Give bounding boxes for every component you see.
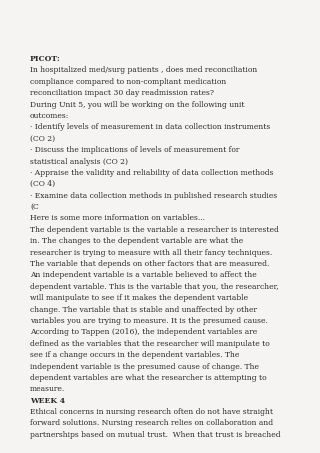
Text: variables you are trying to measure. It is the presumed cause.: variables you are trying to measure. It …	[30, 317, 268, 325]
Text: independent variable is the presumed cause of change. The: independent variable is the presumed cau…	[30, 362, 259, 371]
Text: WEEK 4: WEEK 4	[30, 397, 65, 405]
Text: During Unit 5, you will be working on the following unit: During Unit 5, you will be working on th…	[30, 101, 244, 109]
Text: Ethical concerns in nursing research often do not have straight: Ethical concerns in nursing research oft…	[30, 408, 273, 416]
Text: in. The changes to the dependent variable are what the: in. The changes to the dependent variabl…	[30, 237, 243, 245]
Text: (CO 4): (CO 4)	[30, 180, 55, 188]
Text: compliance compared to non-compliant medication: compliance compared to non-compliant med…	[30, 78, 226, 86]
Text: forward solutions. Nursing research relies on collaboration and: forward solutions. Nursing research reli…	[30, 419, 273, 428]
Text: reconciliation impact 30 day readmission rates?: reconciliation impact 30 day readmission…	[30, 89, 214, 97]
Text: (CO 2): (CO 2)	[30, 135, 55, 143]
Text: see if a change occurs in the dependent variables. The: see if a change occurs in the dependent …	[30, 351, 239, 359]
Text: PICOT:: PICOT:	[30, 55, 61, 63]
Text: statistical analysis (CO 2): statistical analysis (CO 2)	[30, 158, 128, 165]
Text: outcomes:: outcomes:	[30, 112, 69, 120]
Text: · Discuss the implications of levels of measurement for: · Discuss the implications of levels of …	[30, 146, 239, 154]
Text: Here is some more information on variables...: Here is some more information on variabl…	[30, 214, 205, 222]
Text: partnerships based on mutual trust.  When that trust is breached: partnerships based on mutual trust. When…	[30, 431, 281, 439]
Text: The dependent variable is the variable a researcher is interested: The dependent variable is the variable a…	[30, 226, 279, 234]
Text: dependent variable. This is the variable that you, the researcher,: dependent variable. This is the variable…	[30, 283, 279, 291]
Text: measure.: measure.	[30, 386, 65, 393]
Text: (C: (C	[30, 203, 39, 211]
Text: defined as the variables that the researcher will manipulate to: defined as the variables that the resear…	[30, 340, 270, 348]
Text: change. The variable that is stable and unaffected by other: change. The variable that is stable and …	[30, 306, 257, 313]
Text: will manipulate to see if it makes the dependent variable: will manipulate to see if it makes the d…	[30, 294, 248, 302]
Text: researcher is trying to measure with all their fancy techniques.: researcher is trying to measure with all…	[30, 249, 272, 256]
Text: · Appraise the validity and reliability of data collection methods: · Appraise the validity and reliability …	[30, 169, 274, 177]
Text: · Identify levels of measurement in data collection instruments: · Identify levels of measurement in data…	[30, 123, 270, 131]
Text: · Examine data collection methods in published research studies: · Examine data collection methods in pub…	[30, 192, 277, 200]
Text: In hospitalized med/surg patients , does med reconciliation: In hospitalized med/surg patients , does…	[30, 67, 257, 74]
Text: An independent variable is a variable believed to affect the: An independent variable is a variable be…	[30, 271, 257, 280]
Text: dependent variables are what the researcher is attempting to: dependent variables are what the researc…	[30, 374, 267, 382]
Text: The variable that depends on other factors that are measured.: The variable that depends on other facto…	[30, 260, 269, 268]
Text: According to Tappen (2016), the independent variables are: According to Tappen (2016), the independ…	[30, 328, 257, 336]
